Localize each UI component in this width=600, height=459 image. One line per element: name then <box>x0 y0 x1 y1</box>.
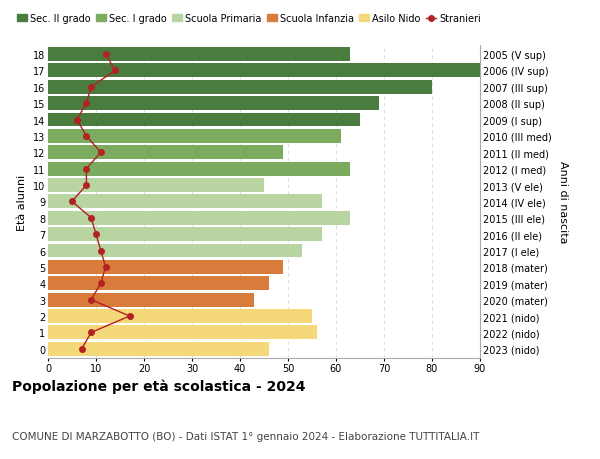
Y-axis label: Anni di nascita: Anni di nascita <box>558 161 568 243</box>
Legend: Sec. II grado, Sec. I grado, Scuola Primaria, Scuola Infanzia, Asilo Nido, Stran: Sec. II grado, Sec. I grado, Scuola Prim… <box>17 14 481 24</box>
Text: COMUNE DI MARZABOTTO (BO) - Dati ISTAT 1° gennaio 2024 - Elaborazione TUTTITALIA: COMUNE DI MARZABOTTO (BO) - Dati ISTAT 1… <box>12 431 479 442</box>
Bar <box>48 211 350 225</box>
Text: Popolazione per età scolastica - 2024: Popolazione per età scolastica - 2024 <box>12 379 305 393</box>
Bar <box>48 326 317 340</box>
Bar <box>48 293 254 307</box>
Bar <box>48 146 283 160</box>
Bar <box>48 228 322 241</box>
Bar <box>48 113 360 127</box>
Bar <box>48 64 480 78</box>
Bar <box>48 277 269 291</box>
Y-axis label: Età alunni: Età alunni <box>17 174 27 230</box>
Bar <box>48 162 350 176</box>
Bar <box>48 97 379 111</box>
Bar <box>48 81 432 95</box>
Bar <box>48 129 341 144</box>
Bar <box>48 179 264 193</box>
Bar <box>48 342 269 356</box>
Bar <box>48 260 283 274</box>
Bar <box>48 309 312 323</box>
Bar <box>48 195 322 209</box>
Bar <box>48 244 302 258</box>
Bar <box>48 48 350 62</box>
